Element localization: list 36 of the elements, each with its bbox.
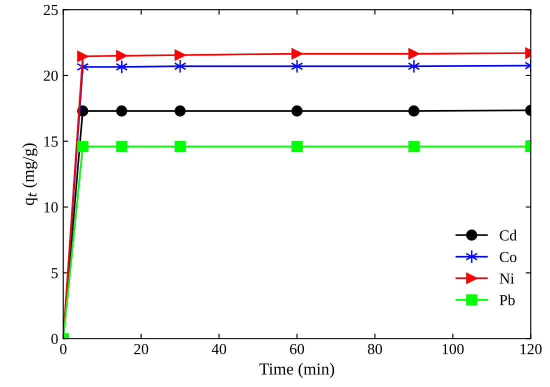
point <box>77 140 88 152</box>
point <box>116 105 128 117</box>
legend-label: Cd <box>500 230 517 241</box>
point <box>174 59 186 74</box>
y-axis-title: q$_{t}$ (mg/g) <box>22 143 38 206</box>
point <box>116 50 128 62</box>
legend-label: Ni <box>500 273 514 284</box>
x-tick-label: 20 <box>134 344 148 354</box>
y-tick-label: 15 <box>44 136 58 147</box>
x-axis-title: Time (min) <box>259 362 334 378</box>
x-tick-label: 0 <box>60 344 66 354</box>
point <box>174 140 186 152</box>
x-tick-label: 60 <box>290 344 304 354</box>
point <box>408 48 420 60</box>
point <box>291 48 303 60</box>
legend-label: Pb <box>500 294 515 306</box>
point <box>408 140 420 152</box>
point <box>291 140 303 152</box>
point <box>291 105 303 117</box>
x-tick-label: 120 <box>520 344 542 354</box>
point <box>77 50 88 62</box>
y-tick-label: 10 <box>44 202 58 212</box>
point <box>116 140 128 152</box>
y-tick-label: 0 <box>51 334 58 344</box>
x-tick-label: 80 <box>368 344 382 354</box>
point <box>408 59 420 74</box>
x-tick-label: 100 <box>442 344 464 354</box>
y-tick-label: 20 <box>44 70 58 81</box>
y-tick-label: 25 <box>44 4 58 16</box>
y-tick-label: 5 <box>52 268 58 278</box>
point <box>408 105 420 117</box>
point <box>116 60 128 74</box>
x-tick-label: 40 <box>212 344 226 354</box>
point <box>174 50 186 61</box>
point <box>174 105 186 117</box>
legend-label: Co <box>500 252 516 262</box>
